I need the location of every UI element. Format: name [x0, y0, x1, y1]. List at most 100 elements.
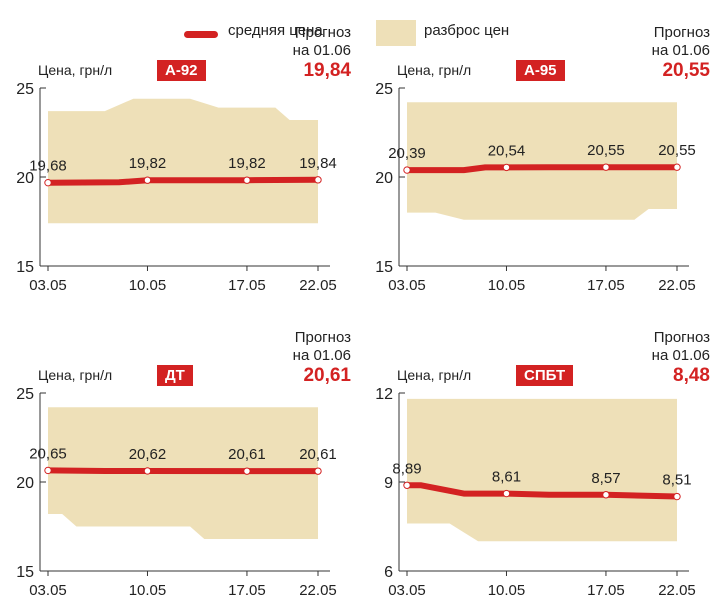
- x-tick-label: 17.05: [228, 582, 266, 599]
- forecast-title-line2: на 01.06: [651, 347, 710, 364]
- x-tick-label: 03.05: [29, 277, 67, 294]
- data-label: 19,68: [29, 158, 67, 175]
- y-tick-label: 20: [16, 170, 34, 187]
- data-label: 8,89: [392, 460, 421, 477]
- x-tick-label: 03.05: [388, 277, 426, 294]
- data-label: 8,51: [662, 472, 691, 489]
- data-label: 8,61: [492, 469, 521, 486]
- forecast-title-line1: Прогноз: [294, 24, 351, 41]
- y-axis-label: Цена, грн/л: [38, 367, 113, 383]
- y-tick-label: 25: [16, 386, 34, 403]
- y-tick-label: 25: [16, 81, 34, 98]
- data-point: [403, 166, 411, 174]
- data-point: [243, 467, 251, 475]
- data-label: 20,61: [299, 446, 337, 463]
- y-tick-label: 6: [384, 564, 393, 581]
- fuel-badge: СПБТ: [516, 365, 574, 386]
- x-tick-label: 22.05: [658, 582, 696, 599]
- data-point: [143, 176, 152, 184]
- fuel-badge: ДТ: [157, 365, 193, 386]
- data-point: [502, 163, 511, 172]
- chart-panel-a92: 15 20 25 03.05 10.05 17.05 22.05 19,68 19,82 19,8…: [0, 0, 359, 305]
- chart-svg-dt: 15 20 25 03.05 10.05 17.05 22.05 20,65 20,62 20,6…: [16, 386, 337, 599]
- forecast-value: 20,55: [662, 60, 710, 81]
- forecast-value: 20,61: [303, 365, 351, 386]
- x-tick-label: 10.05: [129, 277, 167, 294]
- price-range-band: [48, 98, 318, 224]
- data-label: 20,54: [488, 142, 526, 159]
- chart-svg-a92: 15 20 25 03.05 10.05 17.05 22.05 19,68 19,82 19,8…: [16, 81, 337, 294]
- y-tick-label: 25: [375, 81, 393, 98]
- fuel-badge: А-92: [157, 60, 206, 81]
- forecast-value: 8,48: [673, 365, 710, 386]
- data-label: 20,39: [388, 145, 426, 162]
- forecast-block: Прогноз на 01.06 20,55: [652, 24, 710, 82]
- y-tick-label: 20: [375, 170, 393, 187]
- x-tick-label: 10.05: [488, 277, 526, 294]
- average-price-line: [45, 467, 321, 475]
- forecast-block: Прогноз на 01.06 8,48: [652, 329, 710, 387]
- data-point: [502, 489, 511, 498]
- x-tick-label: 17.05: [587, 582, 625, 599]
- legend-average-swatch: [184, 31, 218, 38]
- y-tick-label: 15: [375, 259, 393, 276]
- forecast-title-line2: на 01.06: [292, 42, 351, 59]
- data-label: 20,65: [29, 445, 67, 462]
- y-tick-label: 12: [375, 386, 393, 403]
- data-point: [403, 481, 411, 489]
- x-tick-label: 10.05: [488, 582, 526, 599]
- data-point: [143, 467, 152, 475]
- data-point: [602, 491, 610, 499]
- y-axis-label: Цена, грн/л: [38, 62, 113, 78]
- average-price-line: [45, 176, 321, 186]
- chart-panel-dt: 15 20 25 03.05 10.05 17.05 22.05 20,65 20,62 20,6…: [0, 305, 359, 610]
- data-label: 20,55: [587, 142, 625, 159]
- forecast-title-line2: на 01.06: [292, 347, 351, 364]
- data-point: [44, 466, 52, 475]
- x-tick-label: 22.05: [299, 277, 337, 294]
- y-tick-label: 15: [16, 564, 34, 581]
- price-range-band: [407, 102, 677, 220]
- price-range-band: [407, 398, 677, 542]
- x-tick-label: 10.05: [129, 582, 167, 599]
- data-point: [673, 163, 681, 171]
- forecast-title-line1: Прогноз: [653, 24, 710, 41]
- data-label: 20,61: [228, 446, 266, 463]
- x-tick-label: 22.05: [658, 277, 696, 294]
- data-label: 8,57: [591, 470, 620, 487]
- legend-range-label: разброс цен: [424, 22, 510, 39]
- data-label: 19,84: [299, 155, 337, 172]
- chart-panel-spbt: 6 9 12 03.05 10.05 17.05 22.05 8,89 8,61 8,57 8,51…: [359, 305, 718, 610]
- x-tick-label: 17.05: [587, 277, 625, 294]
- x-tick-label: 03.05: [29, 582, 67, 599]
- forecast-title-line1: Прогноз: [294, 329, 351, 346]
- y-tick-label: 9: [384, 475, 393, 492]
- forecast-block: Прогноз на 01.06 20,61: [293, 329, 351, 387]
- data-point: [314, 467, 322, 475]
- data-label: 19,82: [228, 155, 266, 172]
- data-point: [673, 492, 681, 501]
- chart-svg-spbt: 6 9 12 03.05 10.05 17.05 22.05 8,89 8,61 8,57 8,51: [375, 386, 696, 599]
- legend-range-swatch: [376, 20, 416, 46]
- data-label: 20,62: [129, 446, 167, 463]
- average-price-line: [404, 164, 680, 174]
- forecast-title-line2: на 01.06: [651, 42, 710, 59]
- data-point: [243, 176, 251, 184]
- y-tick-label: 15: [16, 259, 34, 276]
- fuel-badge: А-95: [516, 60, 565, 81]
- data-point: [602, 163, 610, 171]
- data-label: 19,82: [129, 155, 167, 172]
- chart-panel-a95: 15 20 25 03.05 10.05 17.05 22.05 20,39 20,54 20,5…: [359, 0, 718, 305]
- x-tick-label: 17.05: [228, 277, 266, 294]
- data-point: [314, 176, 322, 184]
- y-axis-label: Цена, грн/л: [397, 367, 472, 383]
- x-tick-label: 03.05: [388, 582, 426, 599]
- forecast-block: Прогноз на 01.06 19,84: [293, 24, 351, 82]
- y-axis-label: Цена, грн/л: [397, 62, 472, 78]
- forecast-value: 19,84: [303, 60, 351, 81]
- data-label: 20,55: [658, 142, 696, 159]
- forecast-title-line1: Прогноз: [653, 329, 710, 346]
- x-tick-label: 22.05: [299, 582, 337, 599]
- chart-svg-a95: 15 20 25 03.05 10.05 17.05 22.05 20,39 20,54 20,5…: [375, 81, 696, 294]
- y-tick-label: 20: [16, 475, 34, 492]
